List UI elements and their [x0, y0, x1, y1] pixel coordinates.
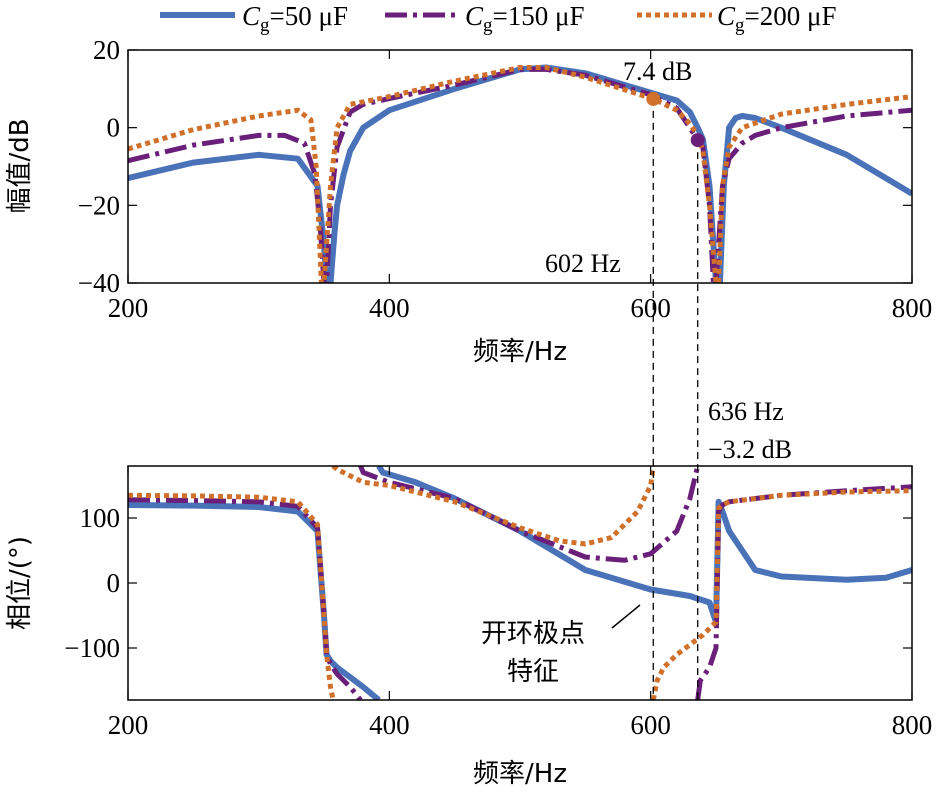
annotation-pole-feature-leader [611, 604, 641, 629]
magnitude-ytick-label--20: −20 [78, 190, 120, 220]
phase-ytick-label-100: 100 [80, 503, 121, 533]
magnitude-xtick-label-800: 800 [892, 293, 933, 323]
magnitude-xtick-label-400: 400 [369, 293, 410, 323]
magnitude-xtick-label-200: 200 [108, 293, 149, 323]
phase-ticks: 200 400 600 800 −100 0 100 [64, 466, 932, 740]
magnitude-xtick-label-600: 600 [630, 293, 671, 323]
marker-minus3p2db [690, 133, 705, 148]
phase-xtick-label-600: 600 [630, 710, 671, 740]
annotations: 7.4 dB 602 Hz 636 Hz −3.2 dB 开环极点 特征 [481, 57, 792, 687]
magnitude-ytick-label--40: −40 [78, 268, 120, 298]
legend-entry-200uf: Cg=200 μF [717, 1, 836, 36]
magnitude-plot-frame [127, 49, 913, 284]
annotation-guides [646, 91, 705, 700]
annotation-pole-feature-line2: 特征 [507, 657, 559, 687]
magnitude-ytick-label-0: 0 [107, 113, 121, 143]
magnitude-series-group [128, 64, 912, 283]
legend-entry-150uf-prefix: C [465, 1, 484, 31]
magnitude-ylabel: 幅值/dB [5, 118, 35, 213]
magnitude-series-2 [128, 66, 912, 283]
phase-ylabel: 相位/(°) [5, 536, 35, 630]
legend-entry-50uf-prefix: C [242, 1, 261, 31]
annotation-7p4db: 7.4 dB [623, 57, 692, 86]
phase-series-3 [128, 466, 912, 700]
phase-ytick-label-0: 0 [107, 568, 121, 598]
legend-entry-50uf-sub: g [260, 15, 270, 36]
legend-entry-50uf: Cg=50 μF [242, 1, 348, 36]
annotation-602hz: 602 Hz [545, 249, 621, 278]
magnitude-panel: 200 400 600 800 −40 −20 0 20 频率/Hz 幅值/dB [5, 35, 932, 367]
phase-ytick-label--100: −100 [64, 633, 120, 663]
phase-xlabel: 频率/Hz [473, 759, 567, 789]
legend-entry-200uf-prefix: C [717, 1, 736, 31]
magnitude-ytick-label-20: 20 [93, 35, 120, 65]
phase-series-group [128, 466, 912, 700]
legend-entry-200uf-suffix: =200 μF [745, 1, 837, 31]
magnitude-ticks: 200 400 600 800 −40 −20 0 20 [78, 35, 932, 323]
legend-entry-200uf-sub: g [735, 15, 745, 36]
legend-entry-150uf-suffix: =150 μF [493, 1, 585, 31]
phase-xtick-label-400: 400 [369, 710, 410, 740]
annotation-636hz: 636 Hz [708, 397, 784, 426]
annotation-pole-feature-line1: 开环极点 [481, 619, 585, 649]
phase-xtick-label-800: 800 [892, 710, 933, 740]
magnitude-series-1 [128, 64, 912, 283]
phase-panel: 200 400 600 800 −100 0 100 频率/Hz 相位/(°) [5, 465, 932, 789]
magnitude-xlabel: 频率/Hz [473, 337, 567, 367]
legend-entry-150uf-sub: g [483, 15, 493, 36]
marker-7p4db [646, 91, 661, 106]
phase-xtick-label-200: 200 [108, 710, 149, 740]
annotation-minus3p2db: −3.2 dB [708, 435, 792, 464]
magnitude-series-3 [128, 65, 912, 283]
legend: Cg=50 μF Cg=150 μF Cg=200 μF [160, 1, 836, 36]
legend-entry-150uf: Cg=150 μF [465, 1, 584, 36]
legend-entry-50uf-suffix: =50 μF [270, 1, 348, 31]
